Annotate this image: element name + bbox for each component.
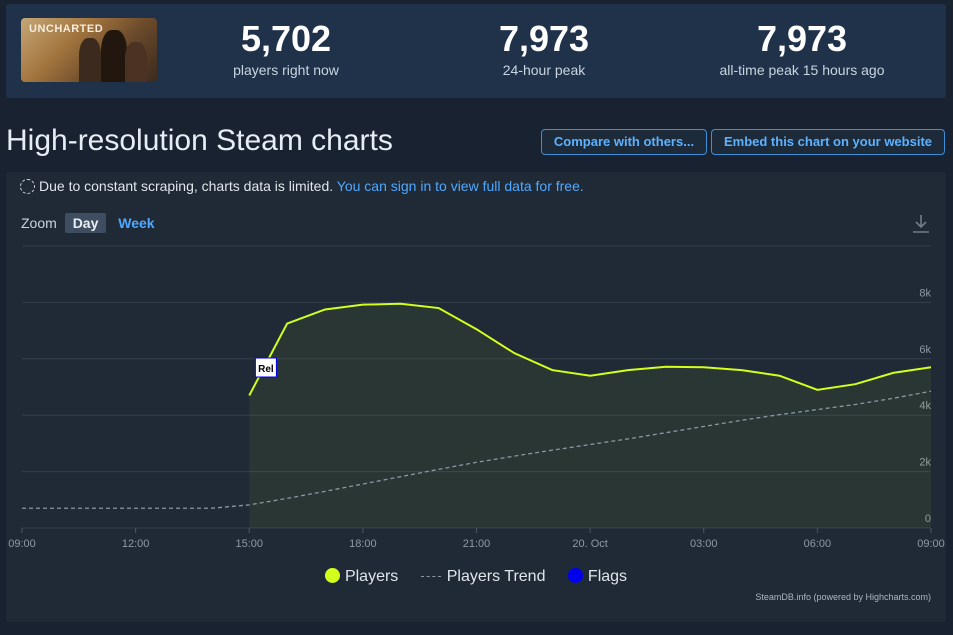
figure-shape [101,30,127,82]
data-limited-notice: Due to constant scraping, charts data is… [20,178,584,194]
notice-text: Due to constant scraping, charts data is… [39,178,334,194]
stat-value: 7,973 [756,18,848,59]
flag-marker [254,357,277,378]
series-line-players-trend [22,390,932,509]
chart-legend: Players Players Trend Flags [6,568,946,586]
y-tick-label: 6k [919,344,931,356]
download-icon[interactable] [912,214,930,234]
x-tick-label: 09:00 [8,538,36,550]
dashed-circle-icon [20,179,35,194]
x-tick-label: 12:00 [122,538,150,550]
legend-dash-icon [420,576,441,577]
stat-24h-peak: 7,973 24-hour peak [414,18,674,80]
game-logo-text: UNCHARTED [29,23,104,35]
zoom-day-button[interactable]: Day [64,213,107,233]
stat-label: all-time peak 15 hours ago [719,62,885,78]
figure-shape [125,42,147,82]
zoom-controls: Zoom Day Week [21,213,163,233]
stats-bar: UNCHARTED 5,702 players right now 7,973 … [6,4,946,98]
game-thumbnail[interactable]: UNCHARTED [21,18,157,82]
x-tick-label: 03:00 [690,538,718,550]
y-tick-label: 8k [919,287,931,299]
legend-label: Players [344,568,399,585]
zoom-label: Zoom [21,215,57,231]
stat-label: players right now [233,62,339,78]
series-line-players [248,302,932,396]
stat-value: 5,702 [240,18,332,59]
y-tick-label: 0 [925,513,931,525]
legend-dot-icon [567,568,583,583]
x-tick-label: 06:00 [804,538,832,550]
embed-chart-button[interactable]: Embed this chart on your website [711,129,945,155]
y-tick-label: 4k [919,400,931,412]
figure-shape [79,38,101,82]
chart-panel: 0 2k 4k 6k 8k 09:00 12:00 15:00 18:00 21:00 20. Oc… [6,172,946,622]
legend-label: Players Trend [446,568,546,585]
x-tick-label: 21:00 [463,538,491,550]
players-area [249,303,931,528]
stat-label: 24-hour peak [502,62,586,78]
legend-dot-icon [324,568,340,583]
stat-value: 7,973 [498,18,590,59]
chart-credits[interactable]: SteamDB.info (powered by Highcharts.com) [755,592,931,602]
x-tick-label: 20. Oct [572,538,607,550]
compare-button[interactable]: Compare with others... [541,129,707,155]
x-tick-label: 15:00 [235,538,263,550]
sign-in-link[interactable]: You can sign in to view full data for fr… [336,178,584,194]
zoom-week-button[interactable]: Week [118,215,155,231]
stat-players-now: 5,702 players right now [156,18,416,80]
page-title: High-resolution Steam charts [6,124,393,157]
flag-label: Rel [258,364,274,375]
x-tick-label: 09:00 [917,538,945,550]
legend-item-flags[interactable]: Flags [567,568,628,586]
players-chart: 0 2k 4k 6k 8k 09:00 12:00 15:00 18:00 21:00 20. Oc… [8,245,945,550]
y-tick-label: 2k [919,457,931,469]
legend-item-players[interactable]: Players [324,568,399,586]
stat-all-time-peak: 7,973 all-time peak 15 hours ago [672,18,932,80]
legend-label: Flags [587,568,628,585]
legend-item-trend[interactable]: Players Trend [420,568,546,586]
x-tick-label: 18:00 [349,538,377,550]
